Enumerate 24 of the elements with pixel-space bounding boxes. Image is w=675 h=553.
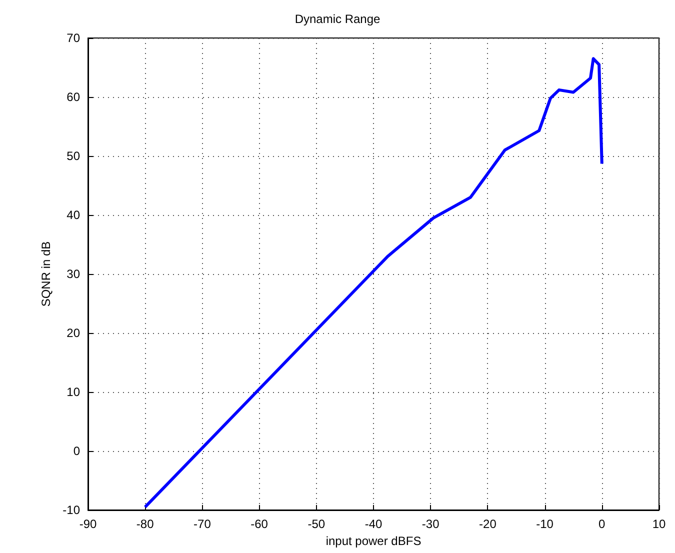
x-tick-label: -80: [136, 517, 154, 531]
y-tick-label: 0: [73, 444, 80, 458]
y-tick-label: 20: [66, 326, 80, 340]
y-tick-label: 70: [66, 31, 80, 45]
x-tick-label: -60: [250, 517, 268, 531]
x-tick-label: 0: [598, 517, 606, 531]
x-tick-label: -90: [79, 517, 97, 531]
x-tick-label: -50: [308, 517, 326, 531]
y-tick-label: 10: [66, 385, 80, 399]
x-tick-label: -70: [194, 517, 212, 531]
y-tick-label: 50: [66, 149, 80, 163]
x-tick-label: -30: [422, 517, 440, 531]
y-tick-label: -10: [62, 503, 80, 517]
y-tick-label: 30: [66, 267, 80, 281]
x-tick-label: -20: [479, 517, 497, 531]
y-tick-label: 40: [66, 208, 80, 222]
x-tick-label: 10: [652, 517, 666, 531]
chart-title: Dynamic Range: [294, 12, 381, 26]
y-tick-label: 60: [66, 90, 80, 104]
x-axis-title: input power dBFS: [326, 534, 422, 548]
x-tick-label: -10: [536, 517, 554, 531]
y-axis-title: SQNR in dB: [38, 241, 53, 307]
line-series: [144, 57, 604, 509]
x-tick-label: -40: [364, 517, 382, 531]
